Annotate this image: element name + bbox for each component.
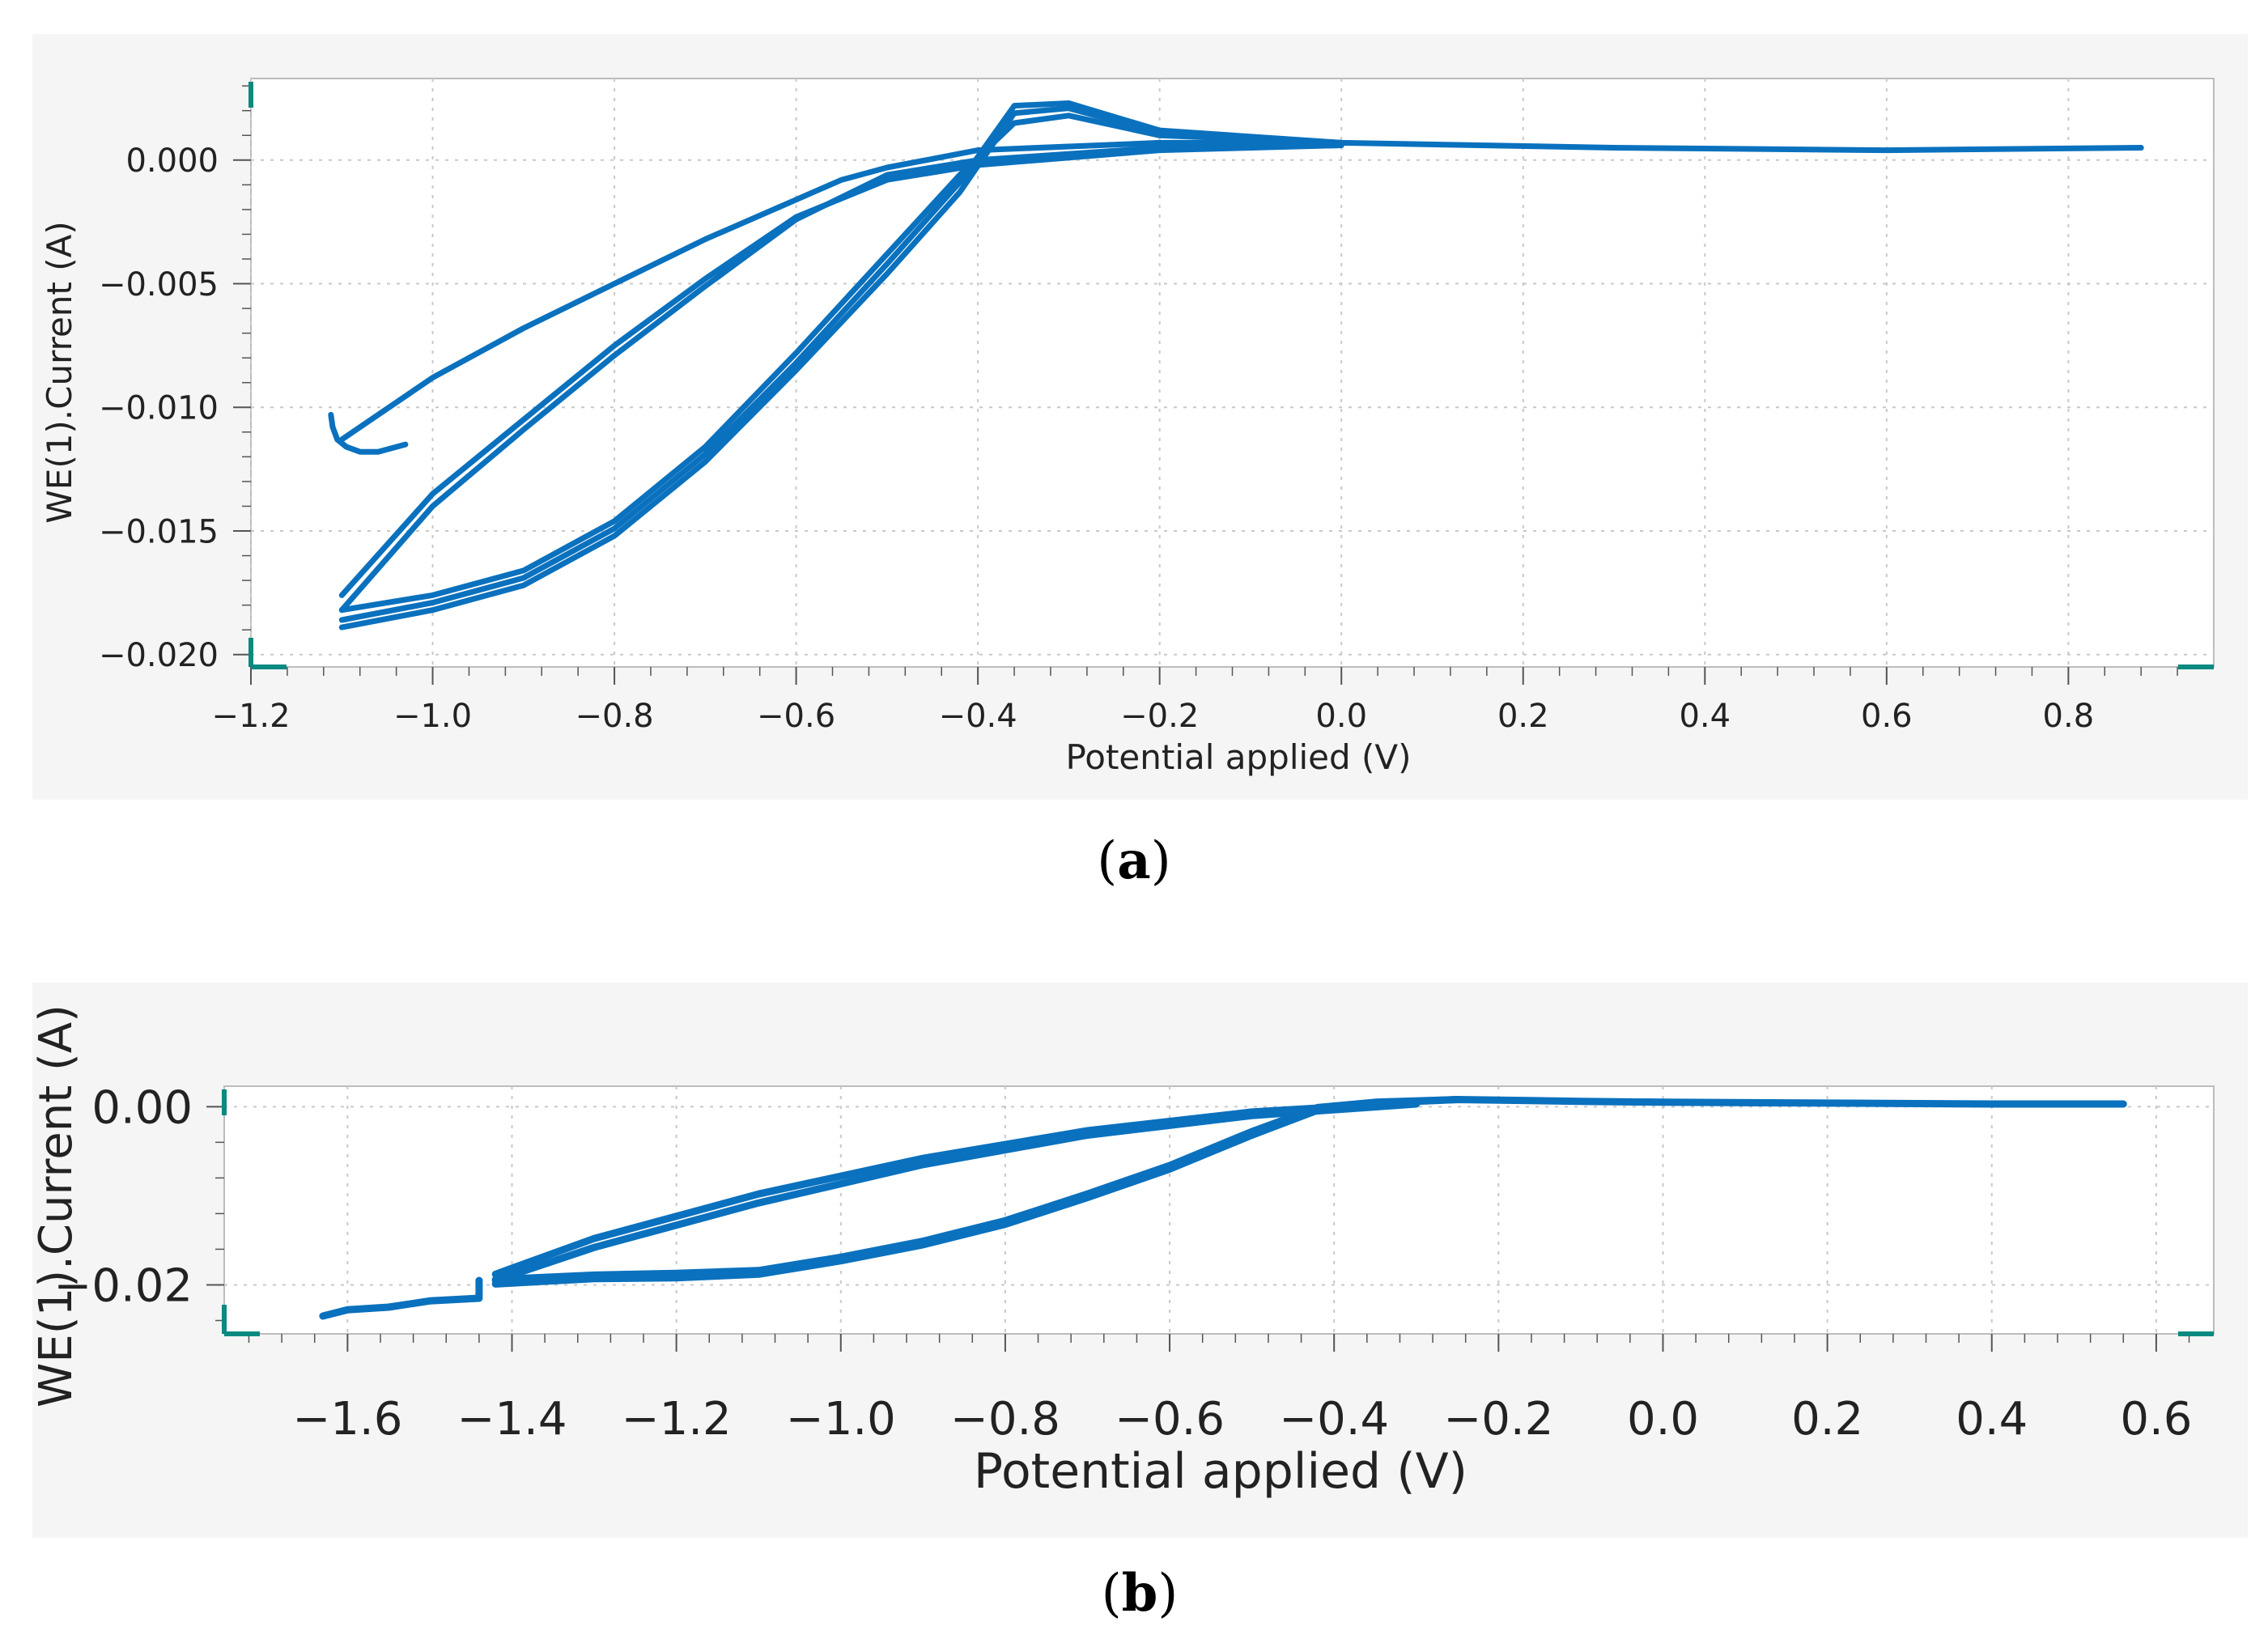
panel-a-xtick-label: −1.2 [211,698,290,735]
panel-b-ylabel: WE(1).Current (A) [30,1004,83,1408]
panel-a-ticks: −1.2 −1.0 −0.8 −0.6 −0.4 −0.2 0.0 0.2 0.4 0.6 0.8 0… [99,82,2214,735]
panel-a-cycle-forward-a1-line [338,113,2144,614]
panel-a-cycle-return-a1-line [338,142,1344,598]
panel-a-ylabel: WE(1).Current (A) [40,221,79,524]
panel-a-cycle-return-a2-line [338,142,1344,614]
panel-a-xtick-label: −0.6 [757,698,835,735]
panel-b-xtick-label: −0.4 [1279,1393,1389,1446]
panel-a-ytick-label: −0.020 [99,637,219,674]
panel-a-xtick-label: 0.8 [2043,698,2095,735]
panel-b-xtick-label: −0.6 [1115,1393,1225,1446]
panel-b-xtick-label: 0.6 [2120,1393,2192,1446]
panel-a-xtick-label: 0.4 [1679,698,1731,735]
panel-a-xtick-label: −0.2 [1120,698,1199,735]
panel-a-cycle-forward-a2-line [338,100,1344,623]
panel-b-ytick-label: −0.02 [53,1260,193,1313]
panel-b-caption: (b) [1102,1563,1179,1624]
panel-b: −1.6 −1.4 −1.2 −1.0 −0.8 −0.6 −0.4 −0.2 0.0 0.2 0.… [30,983,2248,1538]
panel-b-grid [224,1086,2214,1334]
panel-b-xtick-label: 0.2 [1791,1393,1863,1446]
panel-b-xlabel: Potential applied (V) [974,1443,1467,1500]
panel-a-cycle-start-a-line [328,411,409,455]
panel-b-series [319,1096,2127,1320]
panel-b-xtick-label: 0.0 [1627,1393,1699,1446]
panel-a-ytick-label: −0.015 [99,513,219,550]
panel-b-xtick-label: −0.2 [1443,1393,1553,1446]
panel-b-cycle-return-b2-line [491,1098,1421,1278]
panel-b-xtick-label: −1.6 [292,1393,402,1446]
panel-a-xtick-label: −0.4 [939,698,1017,735]
panel-a-xtick-label: −1.0 [393,698,472,735]
panel-a-ytick-label: −0.010 [99,390,219,427]
panel-a-xlabel: Potential applied (V) [1065,737,1411,777]
panel-b-xtick-label: 0.4 [1956,1393,2028,1446]
panel-b-xtick-label: −1.0 [786,1393,896,1446]
panel-b-ytick-label: 0.00 [91,1081,193,1134]
panel-a-cycle-return-a3-line [338,139,1344,443]
panel-a-caption: (a) [1097,830,1170,891]
panel-a-xtick-label: 0.6 [1861,698,1913,735]
panel-a-plot-area [250,78,2215,668]
panel-b-xtick-label: −1.2 [622,1393,732,1446]
panel-a: −1.2 −1.0 −0.8 −0.6 −0.4 −0.2 0.0 0.2 0.4 0.6 0.8 0… [32,34,2248,800]
panel-a-ytick-label: 0.000 [125,142,219,180]
panel-b-cycle-tail-b-line [319,1276,483,1320]
panel-a-series [328,100,2144,631]
panel-a-xtick-label: 0.2 [1497,698,1549,735]
panel-b-plot-area [223,1085,2215,1335]
panel-a-ytick-label: −0.005 [99,266,219,304]
panel-a-xtick-label: −0.8 [575,698,654,735]
panel-b-xtick-label: −1.4 [457,1393,567,1446]
panel-b-ticks: −1.6 −1.4 −1.2 −1.0 −0.8 −0.6 −0.4 −0.2 0.0 0.2 0.… [53,1081,2214,1446]
panel-a-xtick-label: 0.0 [1315,698,1367,735]
panel-b-xtick-label: −0.8 [950,1393,1060,1446]
panel-a-cycle-forward-a3-line [338,105,1344,631]
